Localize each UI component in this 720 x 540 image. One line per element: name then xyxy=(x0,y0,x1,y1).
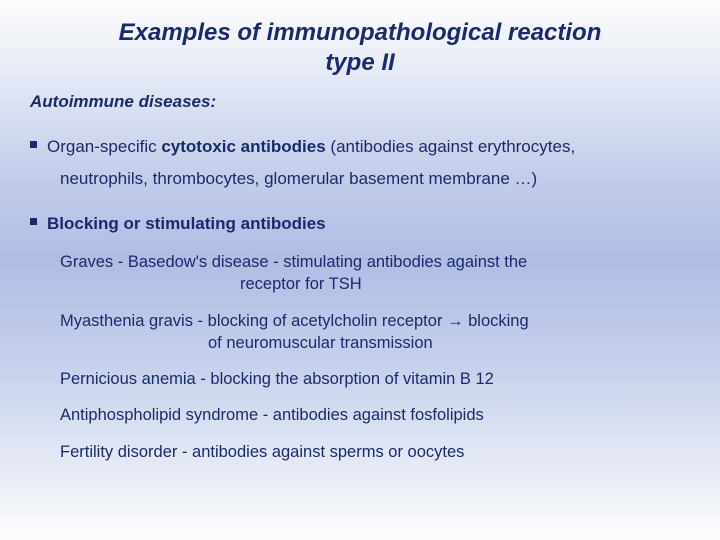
subheading: Autoimmune diseases: xyxy=(30,92,690,112)
square-bullet-icon xyxy=(30,218,37,225)
example-myasthenia: Myasthenia gravis - blocking of acetylch… xyxy=(60,310,690,355)
point-1-post: (antibodies against erythrocytes, xyxy=(326,137,575,156)
example-myasthenia-line1: Myasthenia gravis - blocking of acetylch… xyxy=(60,312,529,330)
title-line-1: Examples of immunopathological reaction xyxy=(119,19,602,46)
bullet-row-1: Organ-specific cytotoxic antibodies (ant… xyxy=(30,134,690,160)
example-fertility: Fertility disorder - antibodies against … xyxy=(60,441,690,463)
example-pernicious: Pernicious anemia - blocking the absorpt… xyxy=(60,368,690,390)
example-antiphospholipid: Antiphospholipid syndrome - antibodies a… xyxy=(60,404,690,426)
example-graves-line2: receptor for TSH xyxy=(60,273,690,295)
slide-title: Examples of immunopathological reaction … xyxy=(30,18,690,78)
example-myasthenia-line2: of neuromuscular transmission xyxy=(60,332,690,354)
point-1-pre: Organ-specific xyxy=(47,137,161,156)
point-2: Blocking or stimulating antibodies xyxy=(47,211,326,237)
square-bullet-icon xyxy=(30,141,37,148)
point-1: Organ-specific cytotoxic antibodies (ant… xyxy=(47,134,575,160)
title-line-2: type II xyxy=(325,49,394,76)
bullet-row-2: Blocking or stimulating antibodies xyxy=(30,211,690,237)
example-graves-line1: Graves - Basedow's disease - stimulating… xyxy=(60,253,527,271)
example-graves: Graves - Basedow's disease - stimulating… xyxy=(60,251,690,296)
slide: Examples of immunopathological reaction … xyxy=(0,0,720,540)
point-1-bold: cytotoxic antibodies xyxy=(161,137,325,156)
point-1-continuation: neutrophils, thrombocytes, glomerular ba… xyxy=(60,166,690,192)
